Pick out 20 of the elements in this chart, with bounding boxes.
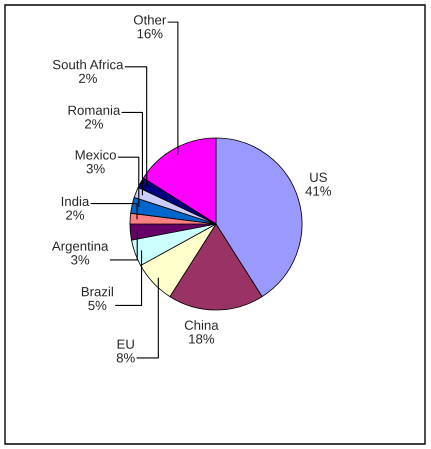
data-label: 3% xyxy=(86,164,105,174)
data-label: 41% xyxy=(305,186,332,196)
data-label: 3% xyxy=(71,255,90,265)
slice-label: Mexico xyxy=(76,150,116,160)
data-label: 8% xyxy=(116,353,135,363)
data-label: 2% xyxy=(85,119,103,129)
slice-label: Argentina xyxy=(52,241,108,254)
data-label: 18% xyxy=(189,334,214,344)
data-label: 2% xyxy=(78,74,97,83)
slice-label: China xyxy=(184,320,219,330)
slice-label: South Africa xyxy=(52,60,124,70)
slice-label: Romania xyxy=(68,105,120,115)
data-label: 16% xyxy=(138,28,163,38)
slice-label: India xyxy=(62,196,90,206)
slice-label: Brazil xyxy=(82,286,113,296)
slice-label: EU xyxy=(118,340,134,349)
data-label: 2% xyxy=(66,210,84,220)
slice-label: Other xyxy=(134,14,166,25)
data-label: 5% xyxy=(88,300,106,310)
slice-label: US xyxy=(310,172,327,182)
